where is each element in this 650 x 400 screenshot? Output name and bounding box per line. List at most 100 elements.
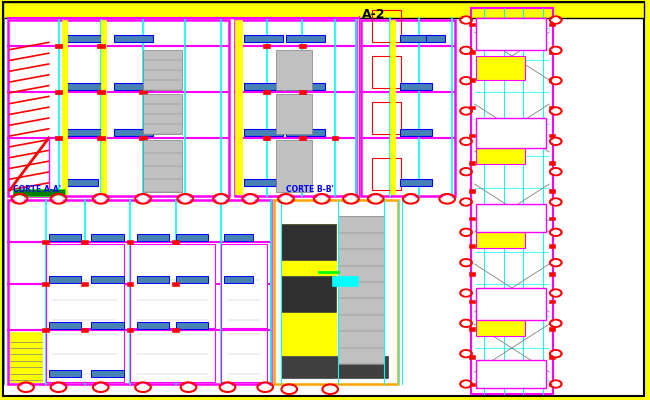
Circle shape bbox=[463, 200, 469, 204]
Bar bbox=[286, 35, 325, 42]
Bar bbox=[299, 90, 305, 94]
Circle shape bbox=[552, 261, 559, 265]
Circle shape bbox=[552, 291, 559, 295]
Circle shape bbox=[552, 18, 559, 22]
Bar bbox=[244, 83, 283, 90]
Bar bbox=[400, 35, 432, 42]
Circle shape bbox=[138, 196, 148, 202]
Bar bbox=[91, 234, 124, 241]
Bar bbox=[549, 328, 555, 331]
Bar bbox=[127, 240, 133, 244]
Bar bbox=[476, 134, 525, 164]
Bar bbox=[549, 272, 555, 276]
Bar bbox=[143, 94, 182, 134]
Bar bbox=[97, 90, 105, 94]
Circle shape bbox=[54, 196, 63, 202]
Bar bbox=[332, 136, 338, 140]
Circle shape bbox=[463, 230, 469, 234]
Circle shape bbox=[216, 196, 226, 202]
Bar bbox=[469, 106, 474, 110]
Circle shape bbox=[552, 230, 559, 234]
Bar bbox=[176, 234, 208, 241]
Bar bbox=[469, 134, 474, 137]
Bar bbox=[65, 179, 98, 186]
Bar bbox=[139, 136, 147, 140]
Circle shape bbox=[326, 386, 335, 392]
Circle shape bbox=[463, 291, 469, 295]
Bar bbox=[114, 35, 153, 42]
Bar bbox=[97, 44, 105, 48]
Bar bbox=[469, 355, 474, 359]
Bar bbox=[372, 158, 401, 190]
Circle shape bbox=[54, 384, 63, 390]
Bar bbox=[81, 240, 88, 244]
Circle shape bbox=[246, 196, 255, 202]
Bar bbox=[3, 2, 644, 18]
Bar bbox=[276, 50, 312, 90]
Bar bbox=[274, 200, 398, 384]
Bar bbox=[176, 322, 208, 329]
Circle shape bbox=[463, 109, 469, 113]
Bar bbox=[281, 276, 336, 312]
Bar bbox=[549, 50, 555, 54]
Bar bbox=[8, 20, 229, 196]
Bar bbox=[49, 322, 81, 329]
Bar bbox=[549, 217, 555, 220]
Bar bbox=[469, 78, 474, 82]
Bar bbox=[469, 300, 474, 303]
Circle shape bbox=[552, 382, 559, 386]
Bar bbox=[469, 272, 474, 276]
Bar bbox=[8, 200, 271, 384]
Bar bbox=[372, 56, 401, 88]
Bar bbox=[13, 189, 65, 196]
Circle shape bbox=[371, 196, 380, 202]
Bar bbox=[65, 129, 104, 136]
Bar bbox=[549, 300, 555, 303]
Bar bbox=[46, 330, 124, 382]
Circle shape bbox=[21, 384, 31, 390]
Bar bbox=[469, 328, 474, 331]
Bar bbox=[101, 20, 106, 194]
Circle shape bbox=[552, 79, 559, 83]
Bar bbox=[549, 355, 555, 359]
Bar bbox=[127, 328, 133, 332]
Circle shape bbox=[223, 384, 232, 390]
Bar bbox=[136, 234, 169, 241]
Bar bbox=[372, 10, 401, 42]
Bar bbox=[338, 216, 384, 364]
Circle shape bbox=[463, 170, 469, 174]
Bar bbox=[281, 356, 388, 378]
Circle shape bbox=[281, 196, 291, 202]
Bar bbox=[549, 161, 555, 165]
Bar bbox=[469, 383, 474, 386]
Bar bbox=[127, 282, 133, 286]
Bar bbox=[130, 330, 214, 382]
Bar bbox=[172, 240, 179, 244]
Circle shape bbox=[138, 384, 148, 390]
Circle shape bbox=[463, 352, 469, 356]
Circle shape bbox=[463, 79, 469, 83]
Bar bbox=[476, 18, 546, 50]
Bar bbox=[91, 370, 124, 377]
Bar bbox=[143, 140, 182, 192]
Bar bbox=[49, 234, 81, 241]
Bar bbox=[276, 140, 312, 192]
Bar bbox=[549, 244, 555, 248]
Circle shape bbox=[463, 321, 469, 325]
Bar bbox=[136, 276, 169, 283]
Bar bbox=[65, 83, 104, 90]
Bar bbox=[549, 78, 555, 82]
Text: CORTE A-A': CORTE A-A' bbox=[13, 185, 61, 194]
Bar bbox=[281, 224, 336, 260]
Bar bbox=[81, 282, 88, 286]
Bar bbox=[224, 276, 254, 283]
Bar bbox=[299, 136, 305, 140]
Bar bbox=[91, 276, 124, 283]
Bar bbox=[172, 328, 179, 332]
Bar bbox=[549, 383, 555, 386]
Bar bbox=[476, 288, 546, 320]
Bar bbox=[42, 282, 49, 286]
Bar bbox=[244, 35, 283, 42]
Bar bbox=[281, 224, 336, 356]
Circle shape bbox=[443, 196, 452, 202]
